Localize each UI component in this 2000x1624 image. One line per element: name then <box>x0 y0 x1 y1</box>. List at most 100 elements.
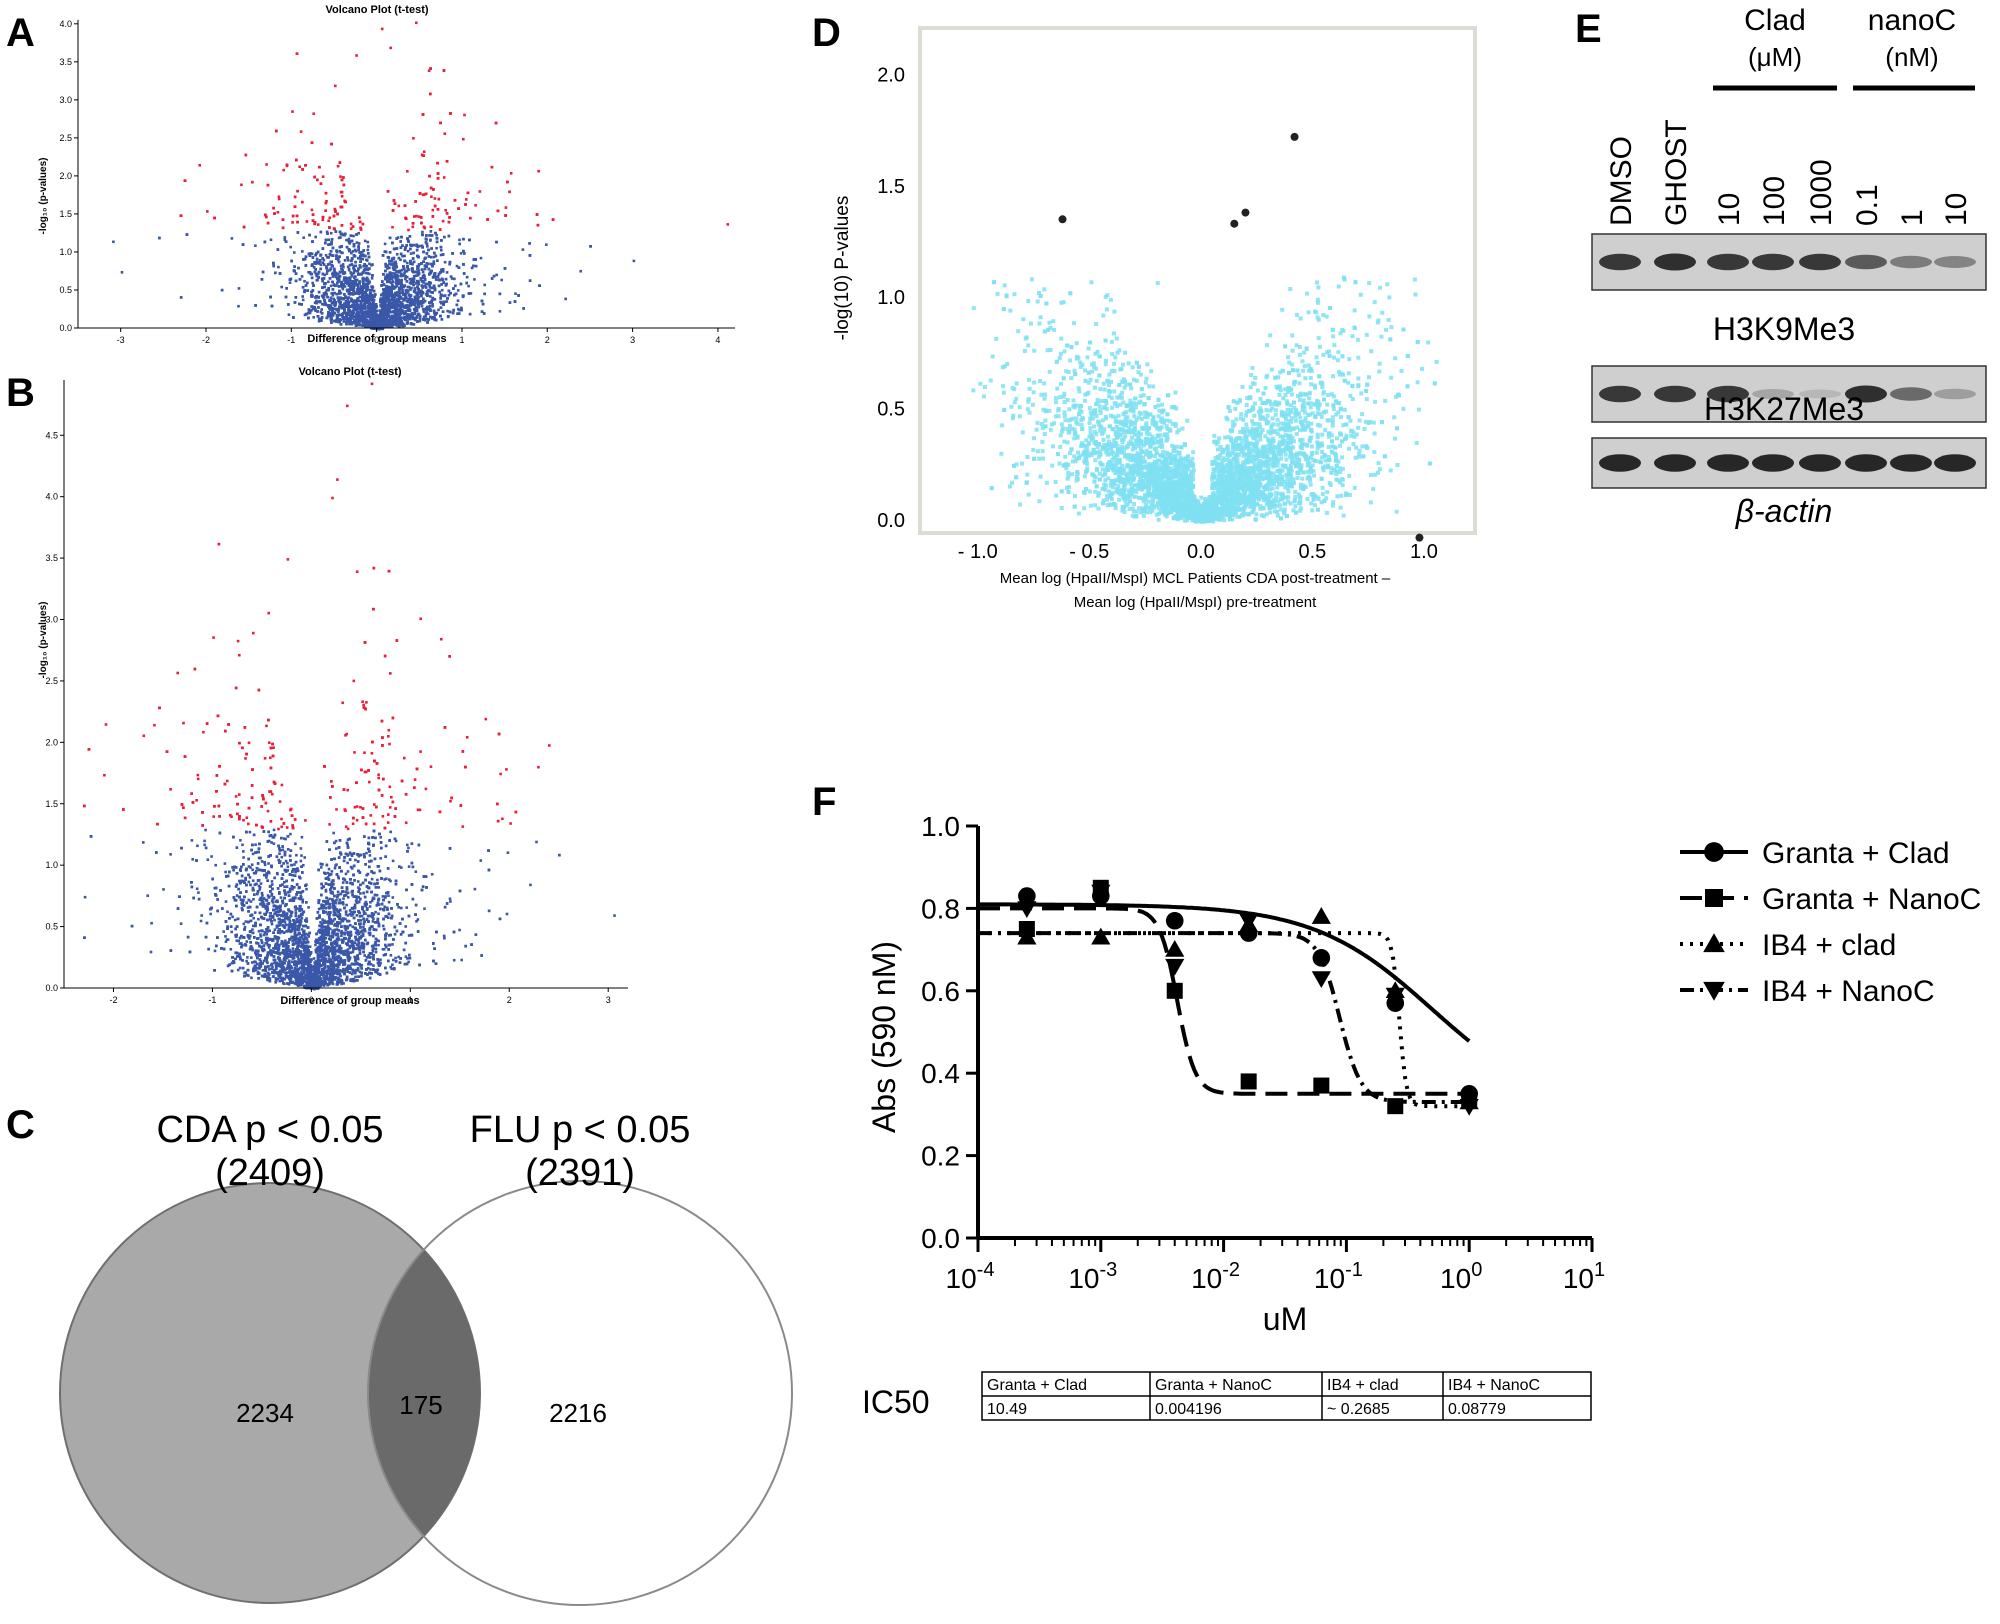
volcano-point <box>293 205 297 208</box>
volcano-point <box>343 293 346 296</box>
volcano-point <box>327 311 330 314</box>
volcano-point <box>391 257 394 260</box>
volcano-point <box>386 264 389 267</box>
volcano-point <box>346 265 350 269</box>
volcano-point <box>357 245 360 248</box>
volcano-point <box>454 284 457 288</box>
volcano-point <box>350 292 353 295</box>
volcano-point <box>445 271 449 274</box>
volcano-point <box>367 300 371 303</box>
volcano-point <box>432 255 436 259</box>
volcano-point <box>294 279 298 283</box>
volcano-point <box>368 272 371 276</box>
volcano-point <box>441 310 445 313</box>
volcano-point <box>313 175 316 179</box>
volcano-point <box>355 322 358 325</box>
volcano-point <box>480 310 484 313</box>
volcano-point <box>414 297 417 300</box>
volcano-point <box>508 190 511 194</box>
volcano-point <box>428 283 431 286</box>
volcano-point <box>416 293 419 296</box>
volcano-point <box>361 291 364 294</box>
volcano-point <box>327 219 330 222</box>
volcano-point <box>334 284 338 287</box>
volcano-point <box>405 275 409 279</box>
volcano-point <box>411 301 415 305</box>
volcano-point <box>342 304 346 308</box>
volcano-point <box>345 276 348 280</box>
volcano-point <box>401 297 405 300</box>
panel-a-letter: A <box>6 11 35 55</box>
volcano-point <box>407 293 411 297</box>
volcano-point <box>333 303 337 306</box>
volcano-point <box>429 315 432 319</box>
volcano-point <box>327 256 330 259</box>
volcano-point <box>427 267 431 271</box>
volcano-point <box>351 250 355 253</box>
volcano-point <box>340 205 344 209</box>
volcano-point <box>410 267 414 271</box>
volcano-point <box>389 273 393 276</box>
volcano-point <box>331 288 335 291</box>
volcano-point <box>434 254 438 258</box>
volcano-point <box>377 314 381 317</box>
volcano-point <box>230 237 234 240</box>
volcano-point <box>346 282 349 285</box>
volcano-point <box>344 280 348 283</box>
volcano-point <box>388 317 392 321</box>
volcano-point <box>417 289 421 293</box>
volcano-point <box>363 317 366 320</box>
volcano-point <box>382 320 386 323</box>
volcano-point <box>454 292 458 296</box>
volcano-point <box>391 275 395 278</box>
volcano-point <box>318 317 322 321</box>
volcano-point <box>312 112 315 115</box>
volcano-point <box>445 212 449 215</box>
volcano-point <box>354 264 357 268</box>
volcano-point <box>185 233 189 236</box>
volcano-point <box>336 164 340 168</box>
volcano-point <box>391 241 394 245</box>
volcano-point <box>404 246 407 249</box>
volcano-point <box>436 161 439 165</box>
volcano-point <box>431 296 434 300</box>
volcano-point <box>445 300 449 303</box>
volcano-point <box>330 242 333 246</box>
volcano-point <box>447 234 451 238</box>
volcano-point <box>351 282 354 286</box>
volcano-point <box>528 242 531 245</box>
volcano-point <box>438 290 441 294</box>
volcano-point <box>426 321 429 324</box>
volcano-point <box>350 259 353 263</box>
volcano-point <box>381 299 384 302</box>
volcano-point <box>341 263 345 266</box>
volcano-point <box>447 293 451 297</box>
volcano-point <box>424 307 428 311</box>
volcano-point <box>317 290 321 294</box>
volcano-point <box>400 316 403 319</box>
volcano-point <box>379 300 382 304</box>
volcano-point <box>362 294 366 298</box>
volcano-point <box>313 270 317 274</box>
volcano-point <box>412 277 416 280</box>
volcano-point <box>403 248 407 251</box>
volcano-point <box>414 274 418 277</box>
volcano-point <box>427 312 430 316</box>
volcano-point <box>412 323 416 326</box>
volcano-point <box>433 204 437 208</box>
volcano-point <box>363 284 366 288</box>
volcano-point <box>310 294 313 298</box>
volcano-point <box>404 270 407 273</box>
volcano-point <box>429 290 433 294</box>
volcano-point <box>399 258 402 262</box>
volcano-point <box>404 306 408 309</box>
volcano-point <box>395 253 399 256</box>
volcano-point <box>439 306 443 309</box>
volcano-point <box>481 302 485 306</box>
volcano-point <box>405 280 409 283</box>
volcano-point <box>293 195 297 199</box>
volcano-point <box>415 244 418 247</box>
volcano-point <box>409 252 413 255</box>
volcano-point <box>365 258 368 262</box>
volcano-point <box>343 307 346 311</box>
